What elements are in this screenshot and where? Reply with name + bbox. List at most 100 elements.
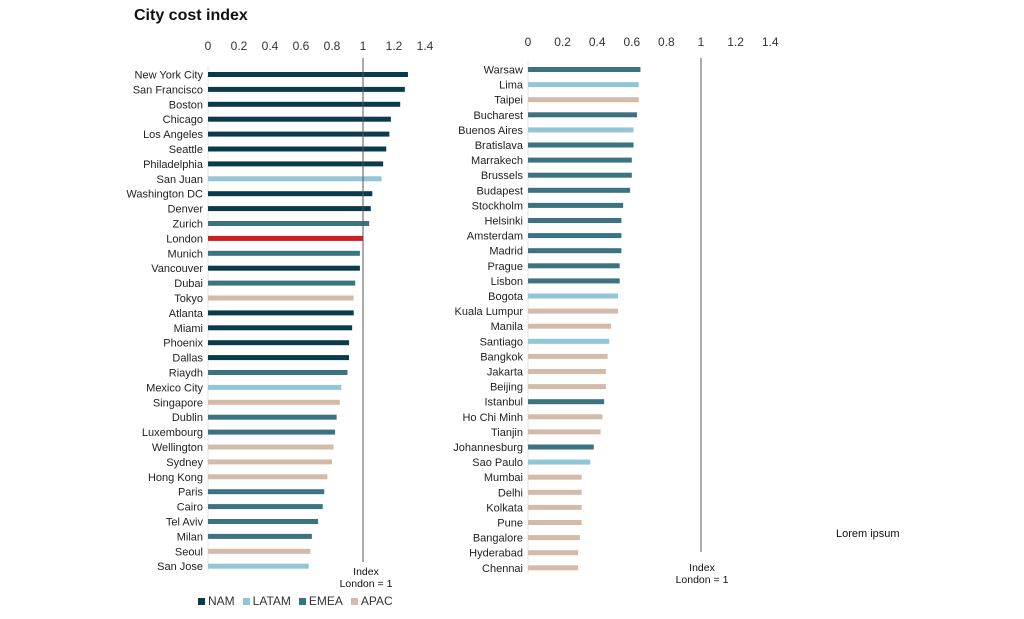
bar-london — [208, 235, 363, 241]
category-label: Milan — [177, 531, 203, 543]
bar-istanbul — [528, 399, 605, 405]
bar-helsinki — [528, 218, 622, 223]
bar-pune — [528, 520, 582, 525]
bar-riaydh — [208, 370, 348, 375]
bar-manila — [528, 323, 612, 329]
bar-bangkok — [528, 353, 608, 359]
bar-delhi — [528, 489, 582, 495]
chart-1: 0 0.2 0.4 0.6 0.8 1 1.2 1.4 New York City San Fra… — [126, 39, 433, 573]
x-tick-label: 1.2 — [727, 35, 744, 49]
bar-dubai — [208, 280, 356, 286]
bar-taipei — [528, 97, 639, 103]
category-label: Pune — [497, 518, 523, 530]
bar-amsterdam — [528, 233, 622, 239]
category-label: Sao Paulo — [472, 457, 523, 469]
reference-line-label-1: Index London = 1 — [326, 566, 406, 590]
bar-boston — [208, 101, 401, 107]
category-label: Tianjin — [491, 427, 523, 439]
bar-vancouver — [208, 265, 360, 271]
bar-seoul — [208, 548, 311, 554]
legend-label-latam: LATAM — [252, 594, 291, 608]
bar-prague — [528, 263, 620, 269]
bar-jakarta — [528, 369, 606, 374]
bar-bratislava — [528, 142, 634, 148]
category-label: San Francisco — [133, 84, 203, 96]
legend: NAM LATAM EMEA APAC — [198, 594, 393, 608]
side-note: Lorem ipsum — [836, 528, 900, 540]
bar-brussels — [528, 172, 632, 178]
legend-label-emea: EMEA — [308, 594, 343, 608]
x-tick-label: 0 — [205, 39, 212, 53]
bar-tokyo — [208, 295, 354, 301]
bar-san-juan — [208, 176, 382, 182]
chart-title: City cost index — [134, 7, 248, 24]
bar-kuala-lumpur — [528, 308, 618, 314]
bar-san-francisco — [208, 86, 405, 92]
category-label: Mexico City — [146, 382, 203, 394]
category-label: Wellington — [152, 442, 203, 454]
category-label: Brussels — [481, 170, 524, 182]
category-label: Istanbul — [484, 397, 523, 409]
bar-philadelphia — [208, 161, 384, 167]
category-label: Seoul — [175, 546, 203, 558]
category-label: Chennai — [482, 563, 523, 575]
category-label: Santiago — [480, 336, 523, 348]
category-label: Zurich — [172, 219, 203, 231]
bar-phoenix — [208, 340, 350, 346]
reference-line-label-2: Index London = 1 — [662, 562, 742, 586]
category-label: Johannesburg — [453, 442, 523, 454]
bar-paris — [208, 489, 325, 495]
bar-stockholm — [528, 202, 624, 208]
category-label: Mumbai — [484, 472, 523, 484]
category-label: Miami — [174, 323, 203, 335]
legend-label-nam: NAM — [208, 594, 235, 608]
bar-bogota — [528, 293, 618, 299]
legend-item-emea: EMEA — [298, 594, 343, 608]
category-label: Phoenix — [163, 338, 203, 350]
category-label: Delhi — [498, 487, 523, 499]
bar-sydney — [208, 459, 332, 465]
category-label: Ho Chi Minh — [462, 412, 523, 424]
bar-lima — [528, 82, 639, 88]
x-tick-label: 1 — [360, 39, 367, 53]
legend-item-nam: NAM — [198, 594, 235, 608]
x-tick-label: 1 — [698, 35, 705, 49]
legend-label-apac: APAC — [360, 594, 393, 608]
legend-swatch-emea — [298, 597, 306, 605]
category-label: Philadelphia — [143, 159, 204, 171]
category-label: San Jose — [157, 561, 203, 573]
bar-wellington — [208, 444, 334, 450]
bar-chennai — [528, 565, 579, 571]
category-label: Luxembourg — [142, 427, 203, 439]
category-label: Riaydh — [169, 368, 203, 380]
category-label: Tokyo — [174, 293, 203, 305]
category-label: Boston — [169, 99, 203, 111]
category-label: Madrid — [489, 246, 523, 258]
category-label: Chicago — [163, 114, 203, 126]
category-label: Bucharest — [473, 110, 523, 122]
category-label: Taipei — [494, 95, 523, 107]
bar-johannesburg — [528, 444, 594, 450]
x-tick-label: 0.8 — [324, 39, 341, 53]
category-label: Seattle — [169, 144, 203, 156]
category-label: Lima — [499, 80, 524, 92]
category-label: Amsterdam — [467, 231, 523, 243]
bar-singapore — [208, 399, 340, 405]
category-label: Prague — [488, 261, 523, 273]
category-label: Sydney — [166, 457, 203, 469]
bar-mumbai — [528, 474, 582, 480]
bar-los-angeles — [208, 131, 390, 137]
category-label: Cairo — [177, 502, 203, 514]
bar-madrid — [528, 248, 622, 254]
category-label: Lisbon — [491, 276, 523, 288]
x-tick-label: 0.4 — [262, 39, 279, 53]
bar-atlanta — [208, 310, 354, 316]
chart-2: 0 0.2 0.4 0.6 0.8 1 1.2 1.4 Warsaw Lima Taipei Buch… — [453, 35, 779, 575]
bar-new-york-city — [208, 72, 408, 77]
bar-chicago — [208, 116, 391, 122]
x-tick-label: 0.4 — [589, 35, 606, 49]
category-label: Atlanta — [169, 308, 204, 320]
bar-tianjin — [528, 429, 601, 435]
category-label: Vancouver — [151, 263, 203, 275]
category-label: Kuala Lumpur — [455, 306, 524, 318]
